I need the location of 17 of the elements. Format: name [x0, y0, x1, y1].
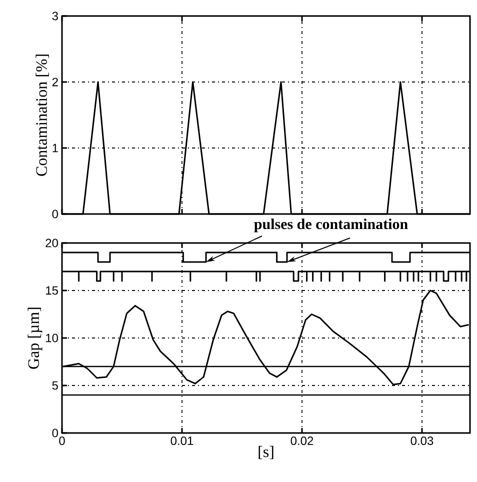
y-tick-label: 15 [46, 286, 58, 295]
y-axis-title: Contamination [%] [36, 54, 49, 176]
x-tick-label: 0.02 [290, 436, 314, 446]
y-tick-label: 0 [52, 428, 58, 438]
y-tick-label: 1 [52, 144, 58, 152]
x-tick-label: 0.01 [170, 436, 194, 446]
y-tick-label: 2 [52, 78, 58, 86]
x-axis-title: [s] [258, 446, 274, 460]
x-tick-label: 0 [59, 436, 65, 446]
y-tick-label: 0 [52, 210, 58, 218]
text: pulses de contamination [254, 218, 408, 232]
y-tick-label: 10 [46, 334, 58, 342]
y-tick-label: 5 [52, 381, 58, 390]
y-axis-title: Gap [µm] [28, 308, 42, 369]
x-tick-label: 0.03 [410, 436, 434, 446]
y-tick-label: 20 [46, 238, 58, 248]
y-tick-label: 3 [52, 12, 58, 20]
